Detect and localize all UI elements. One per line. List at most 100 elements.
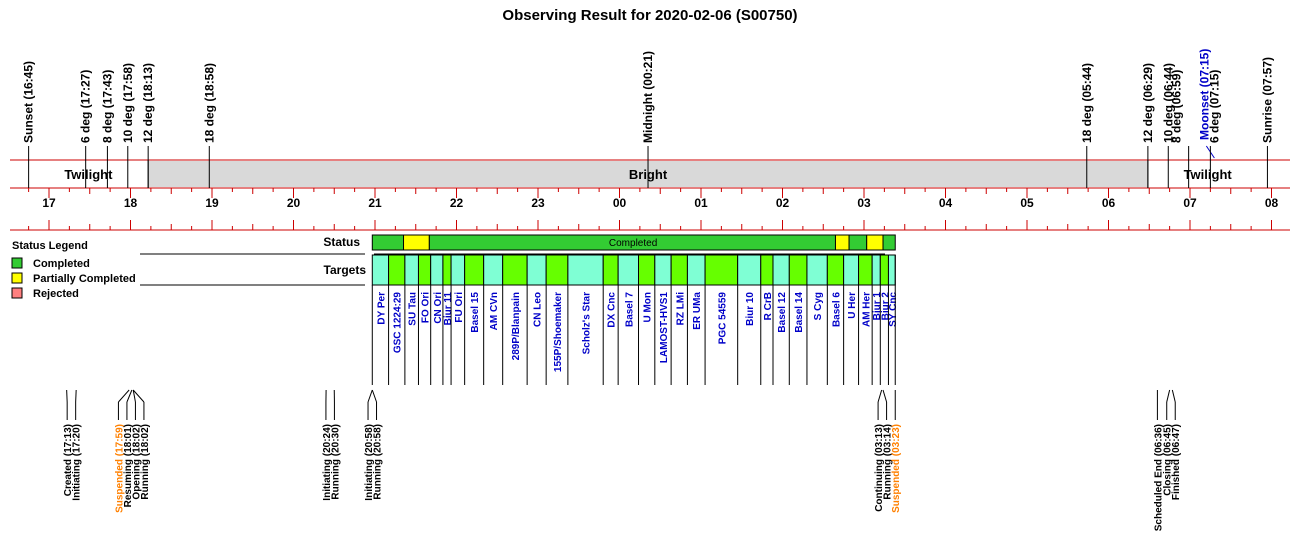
log-event-label: Initiating (20:24) xyxy=(322,424,333,501)
hour-tick-label: 17 xyxy=(42,196,56,210)
target-name-sy-cnc: SY Cnc xyxy=(888,292,899,327)
log-event-leader xyxy=(367,389,373,403)
log-events: Created (17:13)Initiating (17:20) Suspend… xyxy=(63,389,1182,531)
log-event-label: Finished (06:47) xyxy=(1171,424,1182,500)
target-name-basel-12: Basel 12 xyxy=(777,292,788,333)
hour-tick-label: 02 xyxy=(776,196,790,210)
target-block xyxy=(430,254,444,286)
target-name-biur-2: Biur 2 xyxy=(880,292,891,321)
target-block xyxy=(371,254,390,286)
target-name-fo-ori: FO Ori xyxy=(421,292,432,323)
log-event-label: Running (18:02) xyxy=(140,424,151,500)
legend-label: Partially Completed xyxy=(33,273,136,285)
target-name-biur-1: Biur 1 xyxy=(872,292,883,321)
target-block xyxy=(417,254,432,286)
hour-tick-label: 19 xyxy=(205,196,219,210)
target-block xyxy=(450,254,466,286)
target-name-s-cyg: S Cyg xyxy=(813,292,824,320)
sun-event-label: Sunset (16:45) xyxy=(22,61,36,143)
sun-event-label: 12 deg (06:29) xyxy=(1141,63,1155,143)
hour-tick-label: 07 xyxy=(1183,196,1197,210)
status-segment-completed xyxy=(371,234,405,251)
legend-swatch-rejected xyxy=(11,287,23,299)
sun-event-label: 10 deg (17:58) xyxy=(121,63,135,143)
target-name-basel-6: Basel 6 xyxy=(831,292,842,327)
target-block xyxy=(388,254,406,286)
status-segment-completed xyxy=(848,234,868,251)
target-block xyxy=(483,254,504,286)
target-name-u-her: U Her xyxy=(847,292,858,319)
target-block xyxy=(602,254,619,286)
target-block xyxy=(788,254,808,286)
hour-tick-label: 21 xyxy=(368,196,382,210)
target-block xyxy=(567,254,604,286)
target-block xyxy=(826,254,845,286)
hour-tick-label: 00 xyxy=(613,196,627,210)
target-name-289p-blanpain: 289P/Blanpain xyxy=(511,292,522,360)
sun-event-label: 6 deg (07:15) xyxy=(1207,70,1221,143)
log-event-label: Continuing (03:13) xyxy=(874,424,885,512)
target-name-biur-10: Biur 10 xyxy=(745,292,756,326)
log-event-leader xyxy=(132,389,145,403)
target-block xyxy=(404,254,419,286)
hour-tick-label: 04 xyxy=(939,196,953,210)
status-segment-partially-completed xyxy=(834,234,850,251)
sun-event-label: 12 deg (18:13) xyxy=(141,63,155,143)
grid-layer xyxy=(10,159,1290,231)
hour-tick-label: 05 xyxy=(1020,196,1034,210)
target-block xyxy=(843,254,860,286)
legend-label: Rejected xyxy=(33,288,79,300)
log-event-leader xyxy=(882,389,888,403)
target-name-biur-11: Biur 11 xyxy=(443,292,454,326)
hour-tick-label: 01 xyxy=(694,196,708,210)
target-name-dy-per: DY Per xyxy=(376,292,387,325)
log-event-label: Running (03:14) xyxy=(883,424,894,500)
legend-swatch-partially-completed xyxy=(11,272,23,284)
sky-band-label: Twilight xyxy=(1184,167,1233,182)
targets-row-label: Targets xyxy=(324,263,367,277)
status-row-label: Status xyxy=(323,235,360,249)
target-name-u-mon: U Mon xyxy=(643,292,654,323)
hour-tick-label: 06 xyxy=(1102,196,1116,210)
target-block xyxy=(502,254,528,286)
log-event-leader xyxy=(1166,389,1171,403)
log-event-label: Resuming (18:01) xyxy=(123,424,134,507)
target-list: DY Per GSC 1224:29 SU Tau FO Ori CN Ori Biur … xyxy=(371,254,899,385)
legend-title: Status Legend xyxy=(12,240,88,252)
status-segment-partially-completed xyxy=(866,234,884,251)
log-event-label: Scheduled End (06:36) xyxy=(1153,424,1164,531)
log-event-label: Running (20:30) xyxy=(330,424,341,500)
target-name-er-uma: ER UMa xyxy=(692,292,703,330)
log-event-label: Initiating (17:20) xyxy=(72,424,83,501)
log-event-label: Created (17:13) xyxy=(63,424,74,496)
log-event-label: Opening (18:02) xyxy=(131,424,142,500)
log-event-suspended: Suspended (17:59) xyxy=(114,424,125,513)
target-block xyxy=(858,254,873,286)
target-name-am-cvn: AM CVn xyxy=(489,292,500,330)
log-event-label: Running (20:58) xyxy=(373,424,384,500)
moonset-label: Moonset (07:15) xyxy=(1197,49,1211,140)
log-event-label: Closing (06:45) xyxy=(1163,424,1174,496)
sun-event-label: 6 deg (17:27) xyxy=(79,70,93,143)
target-block xyxy=(617,254,640,286)
target-name-su-tau: SU Tau xyxy=(408,292,419,326)
target-name-lamost-hvs1: LAMOST-HVS1 xyxy=(659,292,670,364)
target-name-fu-ori: FU Ori xyxy=(454,292,465,323)
log-event-leader xyxy=(126,389,133,403)
target-block xyxy=(737,254,762,286)
status-and-targets-rows: Status Targets Completed xyxy=(140,234,896,286)
sun-event-label: Sunrise (07:57) xyxy=(1260,57,1274,143)
status-completed-label: Completed xyxy=(609,238,657,249)
hour-tick-label: 23 xyxy=(531,196,545,210)
log-event-leader xyxy=(877,389,883,403)
log-event-leader xyxy=(1171,389,1176,403)
target-name-am-her: AM Her xyxy=(861,292,872,327)
target-block xyxy=(654,254,672,286)
target-name-scholz-s-star: Scholz's Star xyxy=(582,292,593,355)
sun-event-label: 10 deg (06:44) xyxy=(1161,63,1175,143)
chart-title: Observing Result for 2020-02-06 (S00750) xyxy=(502,7,797,24)
target-block xyxy=(806,254,828,286)
sun-event-label: 18 deg (05:44) xyxy=(1080,63,1094,143)
target-block xyxy=(772,254,790,286)
sky-band-label: Twilight xyxy=(64,167,113,182)
